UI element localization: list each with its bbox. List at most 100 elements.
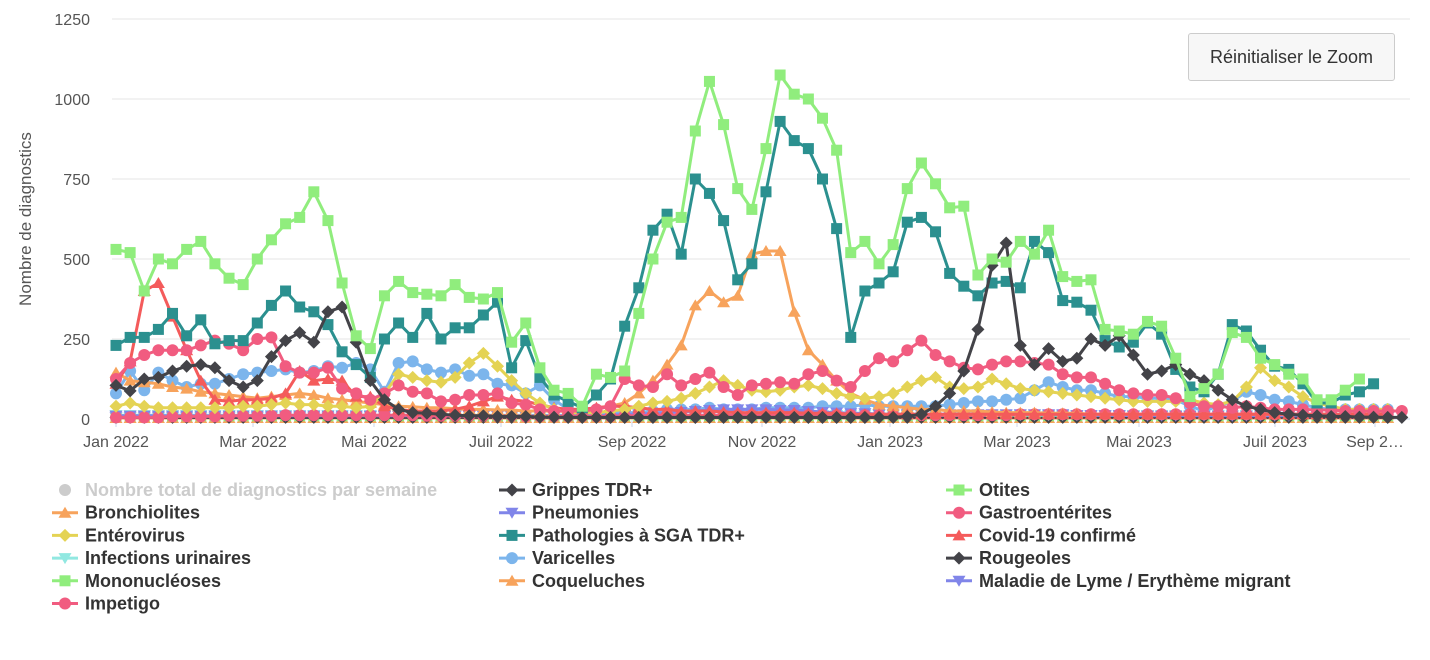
data-point (773, 245, 787, 256)
data-point (448, 408, 462, 422)
data-point (308, 186, 320, 198)
legend-label: Mononucléoses (85, 571, 221, 591)
data-point (802, 143, 814, 155)
data-point (222, 395, 236, 407)
data-point (1268, 406, 1282, 420)
legend-item-maladie-de-lyme-eryth-me-migrant[interactable]: Maladie de Lyme / Erythème migrant (946, 571, 1290, 591)
data-point (364, 409, 377, 422)
data-point (661, 368, 674, 381)
data-point (604, 400, 617, 413)
data-point (350, 409, 363, 422)
data-point (350, 387, 363, 400)
data-point (632, 387, 646, 399)
legend-item-pathologies-sga-tdr[interactable]: Pathologies à SGA TDR+ (499, 525, 745, 545)
legend-item-mononucl-oses[interactable]: Mononucléoses (52, 571, 221, 591)
data-point (166, 410, 179, 423)
data-point (393, 317, 405, 329)
data-point (195, 235, 207, 247)
legend-symbol (505, 574, 519, 586)
legend-item-pneumonies[interactable]: Pneumonies (499, 503, 639, 523)
data-point (492, 287, 504, 299)
data-point (152, 411, 165, 424)
legend-item-covid-19-confirm[interactable]: Covid-19 confirmé (946, 525, 1136, 545)
data-point (491, 359, 505, 373)
data-point (929, 370, 943, 384)
data-point (265, 365, 278, 377)
data-point (985, 408, 999, 420)
data-point (1211, 408, 1225, 420)
data-point (1170, 352, 1182, 364)
legend-label: Nombre total de diagnostics par semaine (85, 480, 437, 500)
data-point (1056, 368, 1069, 381)
legend-item-bronchiolites[interactable]: Bronchiolites (52, 503, 200, 523)
data-point (321, 305, 335, 319)
data-point (746, 258, 758, 270)
data-point (1141, 315, 1153, 327)
data-point (1027, 358, 1041, 372)
legend-item-grippes-tdr[interactable]: Grippes TDR+ (499, 480, 653, 500)
data-point (1071, 275, 1083, 287)
data-point (223, 272, 235, 284)
data-point (1198, 400, 1211, 413)
legend-item-gastroent-rites[interactable]: Gastroentérites (946, 503, 1112, 523)
legend-label: Pneumonies (532, 503, 639, 523)
data-point (646, 381, 659, 393)
data-point (1395, 410, 1409, 424)
data-point (590, 403, 603, 416)
legend-item-varicelles[interactable]: Varicelles (499, 548, 615, 568)
y-tick-label: 1250 (54, 12, 90, 29)
legend-item-otites[interactable]: Otites (946, 480, 1030, 500)
data-point (279, 334, 293, 348)
data-point (1156, 328, 1168, 340)
data-point (1197, 408, 1211, 420)
data-point (194, 374, 208, 386)
legend[interactable]: Nombre total de diagnostics par semaine G… (52, 480, 1290, 614)
data-point (1000, 256, 1012, 268)
data-point (1254, 361, 1268, 375)
data-point (914, 407, 928, 421)
legend-item-impetigo[interactable]: Impetigo (52, 594, 160, 614)
data-point (533, 403, 546, 416)
data-point (1070, 371, 1083, 384)
data-point (675, 248, 687, 260)
data-point (887, 239, 899, 251)
data-point (208, 410, 221, 423)
data-point (293, 409, 306, 422)
series-line-pathologies-sga-tdr (115, 119, 1375, 410)
data-point (1239, 399, 1253, 413)
data-point (943, 386, 957, 400)
data-point (886, 410, 900, 424)
data-point (731, 389, 744, 401)
legend-item-nombre-total-de-diagnostics-par-semaine[interactable]: Nombre total de diagnostics par semaine (59, 480, 437, 500)
reset-zoom-button[interactable]: Réinitialiser le Zoom (1188, 33, 1395, 81)
data-point (491, 377, 504, 390)
data-point (702, 405, 716, 416)
legend-symbol (952, 551, 966, 565)
data-point (1184, 381, 1196, 393)
data-point (208, 361, 222, 375)
data-point (1042, 385, 1056, 399)
data-point (406, 355, 419, 368)
data-point (1255, 344, 1267, 356)
legend-item-ent-rovirus[interactable]: Entérovirus (52, 525, 185, 545)
data-point (900, 401, 914, 413)
data-point (688, 386, 702, 400)
data-point (491, 387, 504, 400)
y-tick-label: 750 (63, 172, 90, 189)
x-tick-label: Jan 2022 (83, 434, 149, 451)
data-point (137, 372, 151, 386)
legend-item-infections-urinaires[interactable]: Infections urinaires (52, 548, 251, 568)
data-point (322, 319, 334, 331)
legend-label: Rougeoles (979, 548, 1071, 568)
data-point (844, 390, 858, 404)
legend-item-rougeoles[interactable]: Rougeoles (946, 548, 1071, 568)
data-point (1254, 389, 1267, 401)
data-point (1027, 383, 1041, 397)
data-point (859, 235, 871, 247)
data-point (463, 322, 475, 334)
data-point (915, 157, 927, 169)
legend-item-coqueluches[interactable]: Coqueluches (499, 571, 645, 591)
data-point (264, 398, 278, 412)
data-point (732, 183, 744, 195)
data-point (1140, 408, 1154, 420)
